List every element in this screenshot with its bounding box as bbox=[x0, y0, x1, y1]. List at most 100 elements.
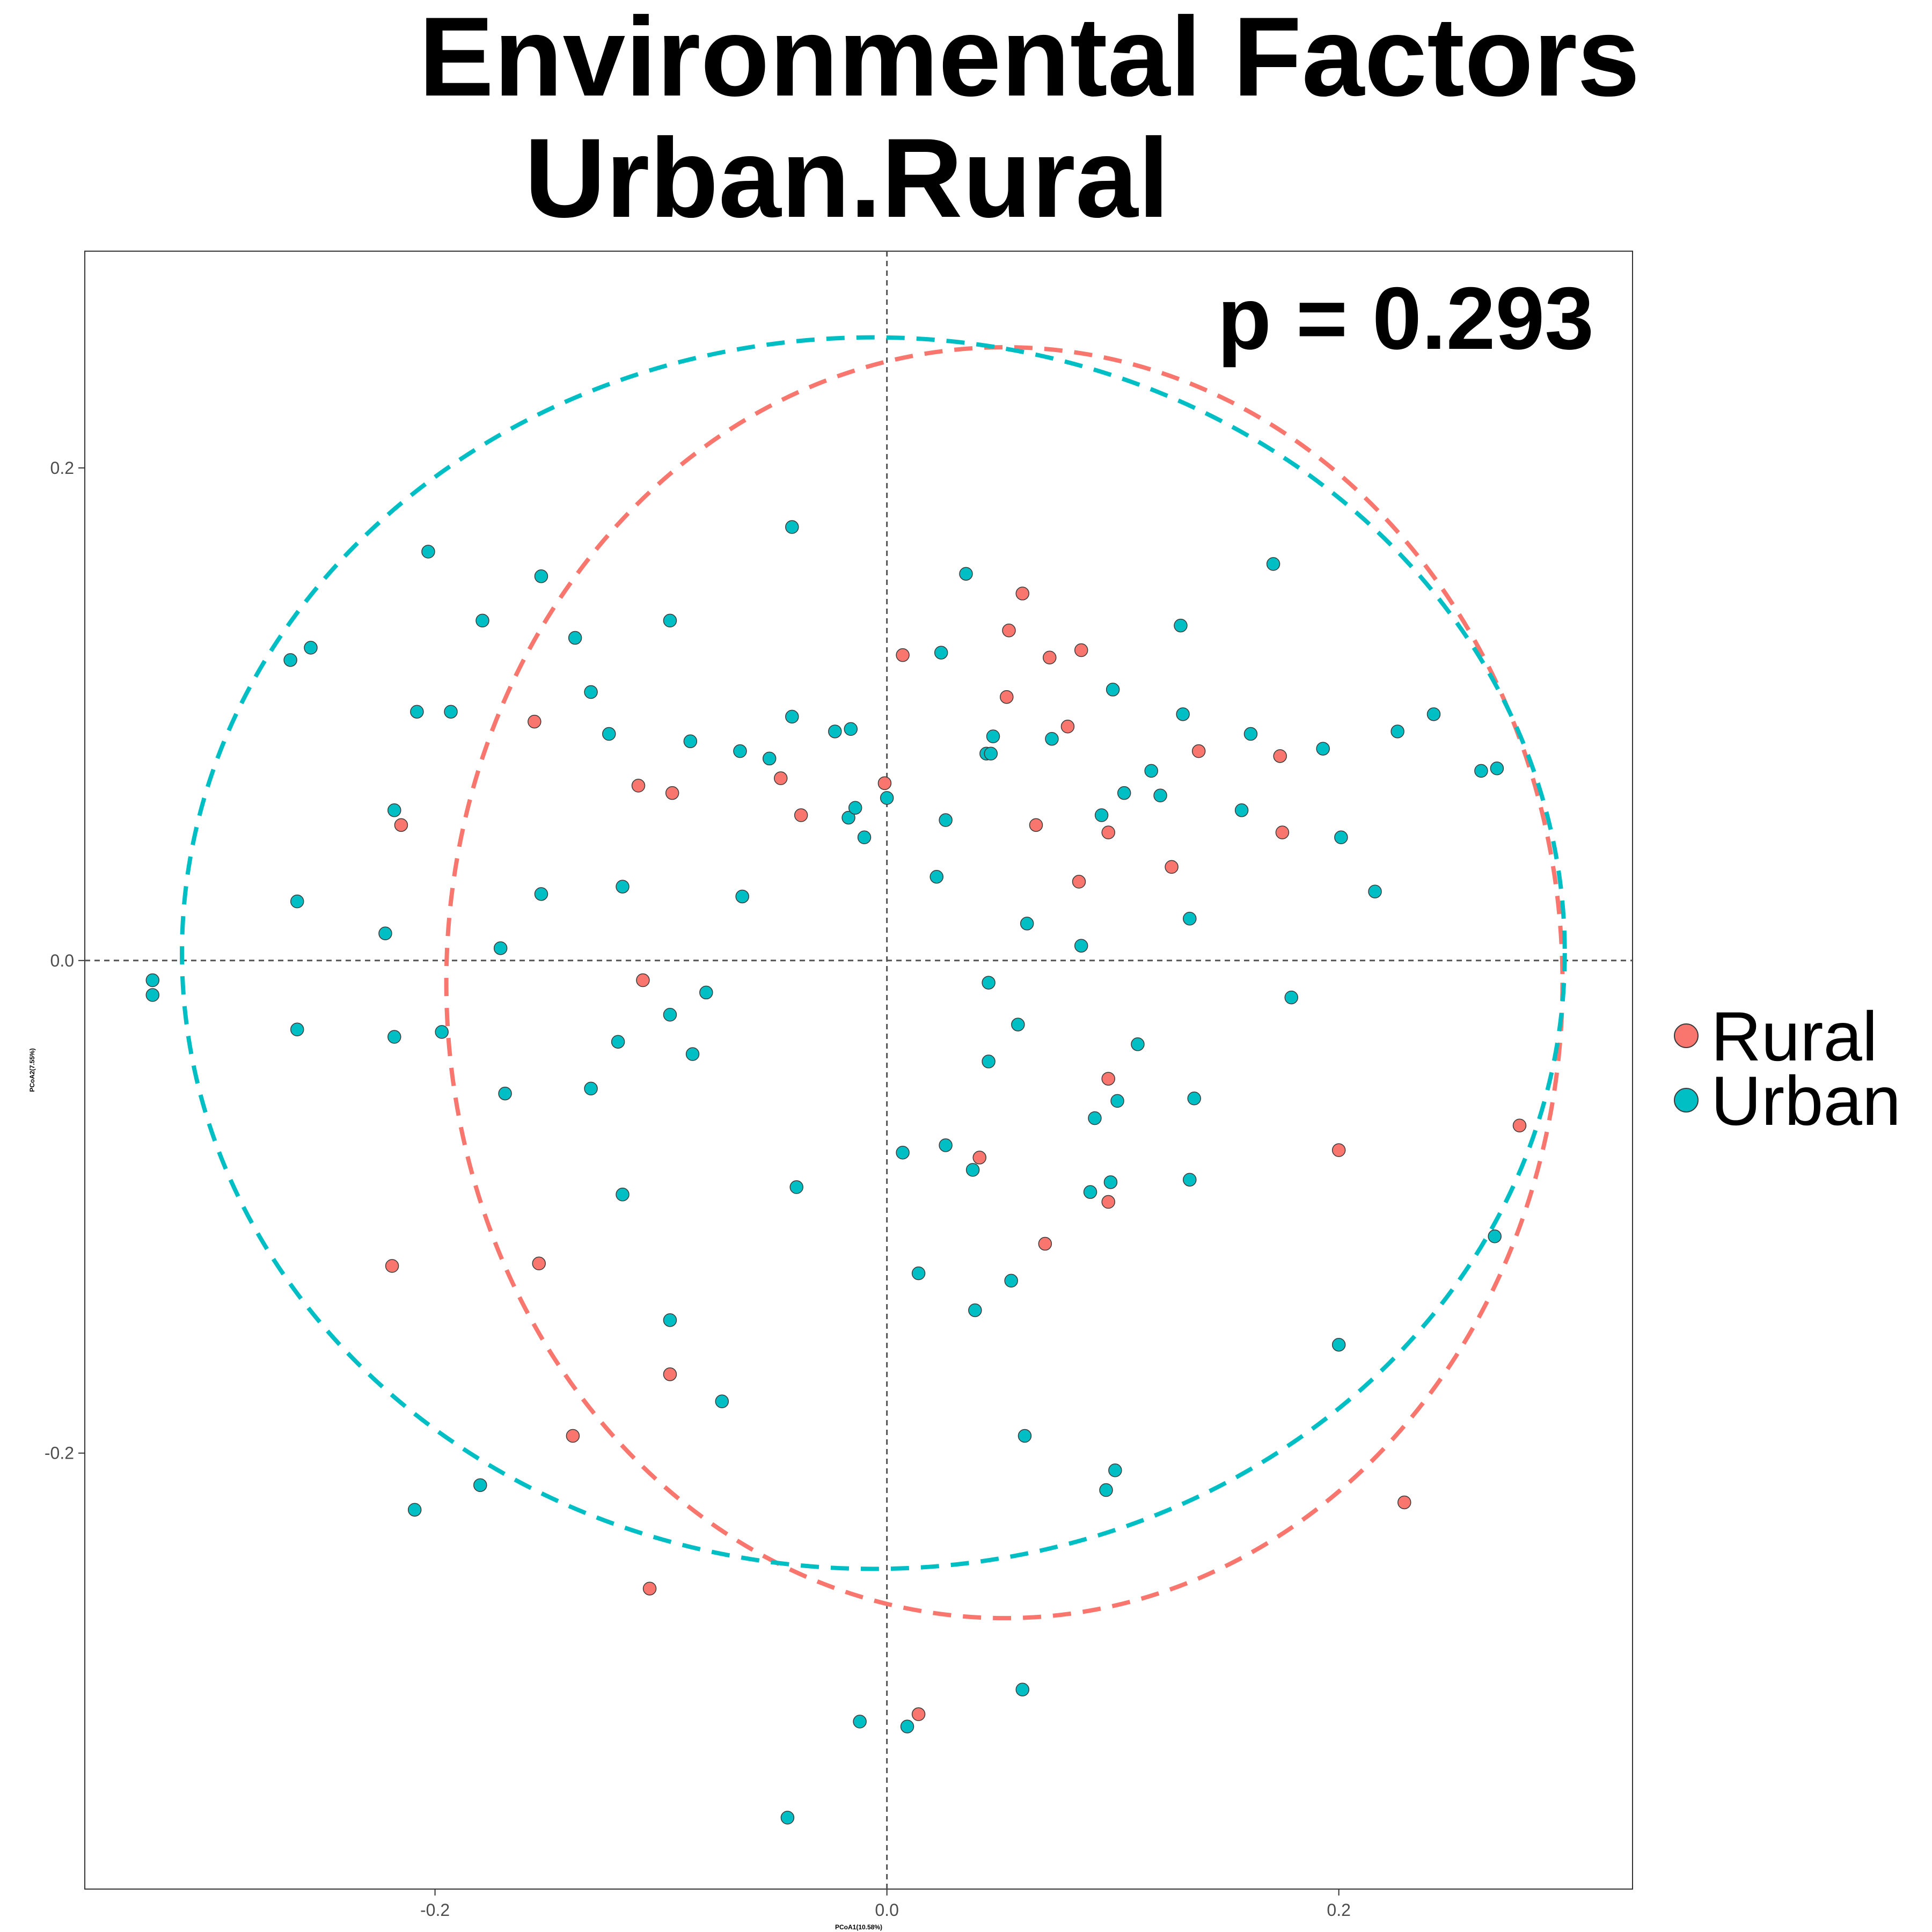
point-urban bbox=[663, 1007, 677, 1022]
point-urban bbox=[663, 1313, 677, 1327]
point-urban bbox=[789, 1180, 803, 1194]
point-urban bbox=[1183, 911, 1197, 926]
point-urban bbox=[968, 1303, 982, 1318]
chart-title-line-2: Urban.Rural bbox=[524, 115, 1169, 241]
point-urban bbox=[1094, 808, 1109, 822]
point-urban bbox=[378, 926, 392, 941]
point-urban bbox=[965, 1163, 980, 1177]
p-value-annotation: p = 0.293 bbox=[1217, 269, 1594, 368]
y-tick-label: 0.0 bbox=[50, 951, 74, 970]
point-urban bbox=[493, 941, 508, 955]
point-rural bbox=[911, 1707, 926, 1721]
point-rural bbox=[1072, 875, 1086, 889]
point-urban bbox=[939, 1138, 953, 1152]
point-rural bbox=[1273, 749, 1287, 763]
point-urban bbox=[435, 1025, 449, 1039]
point-urban bbox=[283, 653, 297, 667]
point-rural bbox=[1015, 587, 1029, 601]
point-urban bbox=[387, 803, 401, 817]
point-urban bbox=[1490, 762, 1504, 775]
point-rural bbox=[1101, 1195, 1115, 1209]
point-urban bbox=[1183, 1173, 1197, 1187]
point-urban bbox=[1099, 1483, 1113, 1497]
point-urban bbox=[683, 734, 698, 749]
point-rural bbox=[385, 1259, 399, 1273]
point-rural bbox=[1397, 1495, 1411, 1510]
point-urban bbox=[785, 520, 799, 534]
point-urban bbox=[780, 1811, 795, 1825]
point-urban bbox=[304, 641, 318, 655]
point-rural bbox=[642, 1582, 657, 1596]
point-urban bbox=[733, 744, 747, 758]
point-urban bbox=[410, 705, 424, 719]
plot-area bbox=[84, 251, 1633, 1890]
point-urban bbox=[1110, 1094, 1124, 1108]
point-urban bbox=[387, 1030, 401, 1044]
group-ellipses bbox=[180, 335, 1567, 1621]
point-rural bbox=[1060, 720, 1075, 734]
point-urban bbox=[473, 1478, 487, 1492]
point-urban bbox=[1368, 884, 1382, 899]
point-urban bbox=[616, 880, 630, 894]
point-urban bbox=[844, 722, 858, 736]
point-urban bbox=[534, 569, 548, 583]
legend-key-urban bbox=[1674, 1088, 1699, 1113]
point-urban bbox=[616, 1188, 630, 1202]
point-urban bbox=[1106, 683, 1120, 697]
point-urban bbox=[857, 830, 872, 845]
point-urban bbox=[939, 813, 953, 827]
point-urban bbox=[584, 1081, 598, 1096]
point-urban bbox=[1488, 1230, 1502, 1243]
point-rural bbox=[1038, 1236, 1052, 1251]
point-urban bbox=[1020, 917, 1034, 931]
point-rural bbox=[1029, 818, 1043, 832]
point-urban bbox=[896, 1145, 910, 1160]
point-urban bbox=[934, 646, 948, 660]
point-urban bbox=[145, 973, 160, 987]
point-urban bbox=[1004, 1274, 1018, 1288]
point-urban bbox=[853, 1715, 867, 1729]
point-urban bbox=[685, 1047, 700, 1061]
legend-label-urban: Urban bbox=[1711, 1062, 1901, 1140]
point-rural bbox=[773, 771, 788, 785]
point-urban bbox=[880, 791, 894, 805]
point-urban bbox=[828, 724, 842, 738]
point-urban bbox=[984, 747, 998, 761]
point-urban bbox=[715, 1394, 729, 1409]
point-urban bbox=[1234, 803, 1249, 817]
point-rural bbox=[1331, 1143, 1346, 1157]
point-urban bbox=[1474, 764, 1488, 778]
point-urban bbox=[611, 1035, 625, 1049]
point-urban bbox=[584, 685, 598, 699]
point-rural bbox=[1275, 825, 1290, 839]
legend-label-rural: Rural bbox=[1711, 997, 1878, 1075]
point-rural bbox=[665, 786, 679, 800]
point-urban bbox=[1176, 707, 1190, 721]
data-points bbox=[145, 520, 1527, 1825]
point-rural bbox=[1165, 860, 1179, 874]
point-urban bbox=[1117, 786, 1131, 800]
point-urban bbox=[421, 545, 435, 559]
point-urban bbox=[290, 894, 304, 909]
point-rural bbox=[877, 776, 892, 791]
point-rural bbox=[1512, 1118, 1527, 1133]
point-urban bbox=[1144, 764, 1158, 778]
point-rural bbox=[896, 648, 910, 662]
point-urban bbox=[602, 727, 616, 741]
point-rural bbox=[1191, 744, 1206, 758]
point-urban bbox=[1174, 618, 1188, 633]
point-urban bbox=[762, 751, 777, 766]
chart-title-line-1: Environmental Factors bbox=[419, 0, 1640, 120]
point-urban bbox=[1108, 1463, 1122, 1477]
plot-panel bbox=[84, 251, 1633, 1890]
point-urban bbox=[1334, 830, 1348, 845]
x-tick-label: 0.0 bbox=[875, 1900, 898, 1920]
point-urban bbox=[848, 801, 862, 815]
point-urban bbox=[1391, 724, 1404, 738]
point-rural bbox=[1101, 825, 1115, 839]
point-urban bbox=[982, 1055, 996, 1069]
point-urban bbox=[1083, 1185, 1097, 1199]
point-urban bbox=[959, 567, 973, 581]
point-rural bbox=[1002, 624, 1016, 638]
